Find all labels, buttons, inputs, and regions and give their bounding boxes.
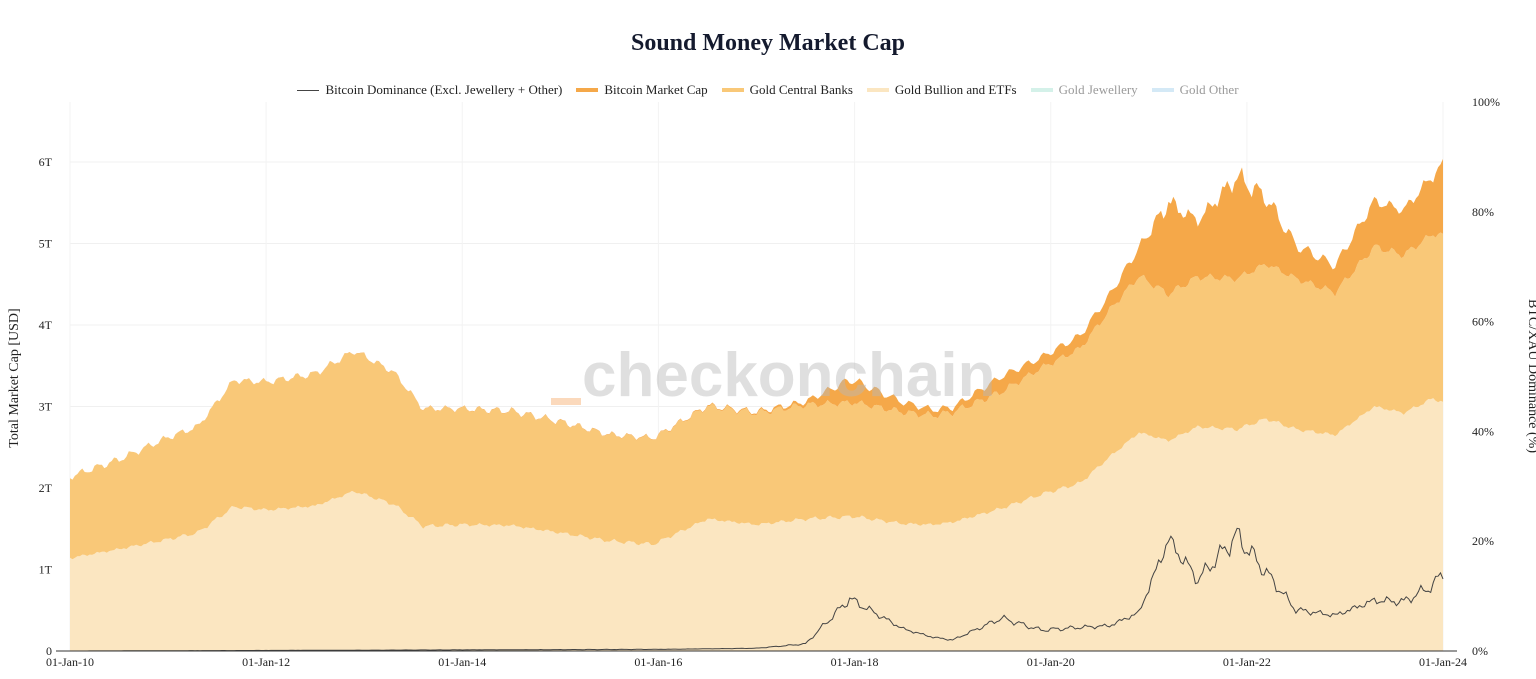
legend-label: Gold Bullion and ETFs [894,82,1017,97]
legend-item-bitcoin[interactable]: Bitcoin Market Cap [576,81,708,99]
legend-label: Bitcoin Dominance (Excl. Jewellery + Oth… [325,82,563,97]
legend-swatch [1030,88,1053,92]
area-gold-bullion-etfs [70,398,1443,651]
y-left-tick-label: 6T [39,155,53,169]
x-tick-label: 01-Jan-24 [1419,655,1467,669]
y-left-tick-label: 0 [46,644,52,658]
x-tick-label: 01-Jan-14 [438,655,486,669]
legend-label: Bitcoin Market Cap [604,82,708,97]
chart-title: Sound Money Market Cap [630,30,906,56]
x-tick-label: 01-Jan-18 [831,655,879,669]
line-bitcoin-dominance [70,527,1444,652]
legend-item-other[interactable]: Gold Other [1151,81,1239,99]
y-left-tick-label: 5T [39,237,53,251]
y-right-tick-label: 20% [1472,534,1494,548]
watermark-text: checkonchain [582,341,995,410]
y-right-tick-label: 0% [1472,644,1488,658]
area-gold-central-banks [70,232,1443,560]
legend-label: Gold Central Banks [749,82,853,97]
y-right-tick-label: 60% [1472,315,1494,329]
y-left-tick-label: 1T [39,563,53,577]
legend-label: Gold Other [1179,82,1239,97]
y-left-tick-label: 3T [39,400,53,414]
x-tick-label: 01-Jan-16 [634,655,682,669]
legend-item-jewellery[interactable]: Gold Jewellery [1030,81,1138,99]
y-right-tick-label: 40% [1472,424,1494,438]
legend-item-bullion[interactable]: Gold Bullion and ETFs [866,81,1017,99]
y-right-tick-label: 100% [1472,95,1500,109]
legend-item-dominance[interactable]: Bitcoin Dominance (Excl. Jewellery + Oth… [297,81,562,99]
y-right-tick-label: 80% [1472,205,1494,219]
legend-swatch [297,89,320,91]
x-tick-label: 01-Jan-22 [1223,655,1271,669]
legend-item-central_banks[interactable]: Gold Central Banks [721,81,853,99]
legend-swatch [1151,88,1174,92]
watermark-mark [551,398,581,405]
chart-legend: Bitcoin Dominance (Excl. Jewellery + Oth… [0,81,1536,99]
legend-swatch [866,88,889,92]
x-tick-label: 01-Jan-20 [1027,655,1075,669]
legend-label: Gold Jewellery [1058,82,1138,97]
legend-swatch [721,88,744,92]
legend-swatch [576,88,599,92]
x-tick-label: 01-Jan-12 [242,655,290,669]
y-left-tick-label: 4T [39,318,53,332]
x-tick-label: 01-Jan-10 [46,655,94,669]
y-left-tick-label: 2T [39,481,53,495]
